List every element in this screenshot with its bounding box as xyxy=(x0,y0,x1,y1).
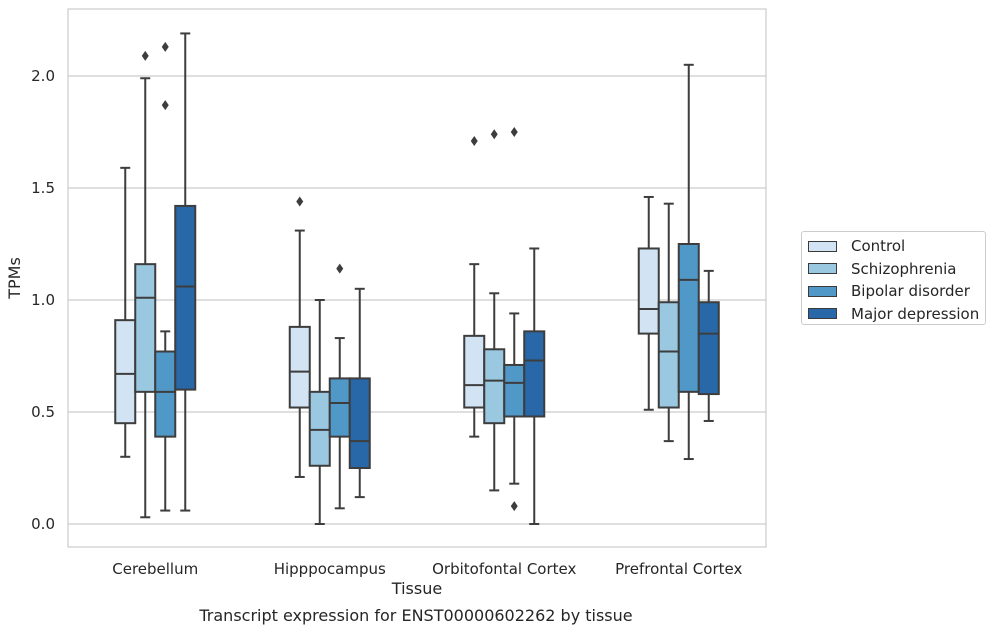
box-iqr xyxy=(677,243,700,393)
chart-caption: Transcript expression for ENST0000060226… xyxy=(199,606,633,625)
outlier-point xyxy=(296,196,304,207)
outlier-point xyxy=(141,50,149,61)
box-iqr xyxy=(657,301,680,409)
x-tick-labels: Cerebellum Hipppocampus Orbitofontal Corte… xyxy=(112,560,742,578)
legend-swatch xyxy=(808,285,837,297)
box-control xyxy=(288,196,311,478)
outlier-point xyxy=(161,41,169,52)
box-iqr xyxy=(348,377,371,469)
y-tick-label: 0.0 xyxy=(31,515,55,533)
box-iqr xyxy=(288,325,311,409)
y-tick-label: 2.0 xyxy=(31,67,55,85)
x-tick-label: Hipppocampus xyxy=(274,560,386,578)
box-control xyxy=(114,166,137,458)
y-tick-label: 0.5 xyxy=(31,403,55,421)
box-iqr xyxy=(697,301,720,396)
box-bipolar-disorder xyxy=(503,127,526,512)
box-bipolar-disorder xyxy=(154,41,177,512)
outlier-point xyxy=(490,129,498,140)
legend-item: Schizophrenia xyxy=(808,259,956,279)
outlier-point xyxy=(510,127,518,137)
box-major-depression xyxy=(523,247,546,525)
legend-item: Major depression xyxy=(808,304,979,324)
boxes xyxy=(114,32,720,525)
outlier-point xyxy=(336,263,344,274)
legend-swatch xyxy=(808,308,837,319)
x-axis-label: Tissue xyxy=(391,579,442,598)
legend-item: Control xyxy=(808,236,905,256)
box-schizophrenia xyxy=(308,299,331,525)
box-iqr xyxy=(483,348,506,425)
box-bipolar-disorder xyxy=(677,63,700,461)
legend: Control Schizophrenia Bipolar disorder Majo… xyxy=(801,231,986,325)
x-tick-label: Orbitofontal Cortex xyxy=(432,560,576,578)
legend-swatch xyxy=(808,240,837,252)
box-major-depression xyxy=(697,269,720,422)
box-schizophrenia xyxy=(134,50,157,519)
box-major-depression xyxy=(174,32,197,512)
box-schizophrenia xyxy=(483,129,506,492)
box-iqr xyxy=(463,334,486,409)
legend-label: Schizophrenia xyxy=(851,259,957,278)
box-control xyxy=(463,135,486,438)
box-iqr xyxy=(637,247,660,335)
legend-swatch xyxy=(808,263,837,274)
legend-label: Control xyxy=(851,237,906,255)
gridlines xyxy=(68,75,766,525)
box-iqr xyxy=(503,363,526,418)
box-iqr xyxy=(523,330,546,418)
legend-item: Bipolar disorder xyxy=(808,281,970,301)
legend-label: Major depression xyxy=(851,304,980,323)
y-tick-labels: 0.0 0.5 1.0 1.5 2.0 xyxy=(31,67,55,533)
plot-frame xyxy=(67,8,767,548)
legend-label: Bipolar disorder xyxy=(851,282,970,300)
box-iqr xyxy=(308,390,331,467)
box-iqr xyxy=(328,377,351,438)
box-major-depression xyxy=(348,287,371,499)
box-control xyxy=(637,195,660,411)
box-schizophrenia xyxy=(657,202,680,443)
x-tick-label: Prefrontal Cortex xyxy=(615,560,742,578)
outlier-point xyxy=(161,100,169,111)
x-tick-label: Cerebellum xyxy=(112,560,198,578)
box-iqr xyxy=(174,204,197,391)
box-iqr xyxy=(114,319,137,425)
y-tick-label: 1.0 xyxy=(31,291,55,309)
y-tick-label: 1.5 xyxy=(31,179,55,197)
y-axis-label: TPMs xyxy=(5,257,24,300)
outlier-point xyxy=(470,135,478,146)
box-iqr xyxy=(154,350,177,438)
box-iqr xyxy=(134,263,157,393)
outlier-point xyxy=(510,501,518,512)
